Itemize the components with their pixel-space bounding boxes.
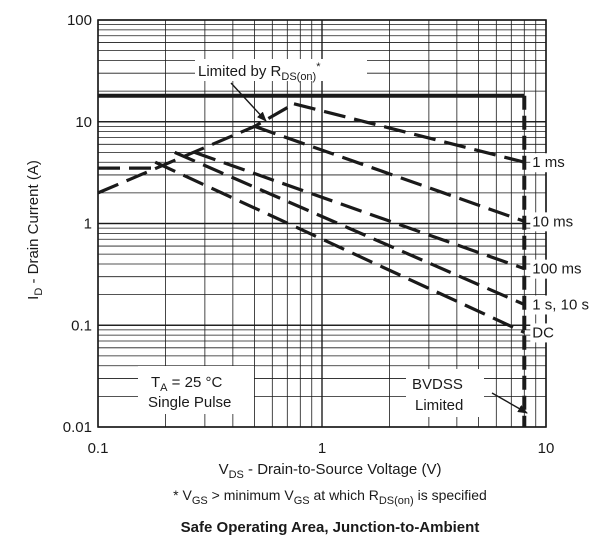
soa-curve <box>293 102 525 164</box>
y-tick-label: 0.1 <box>71 317 92 334</box>
y-tick-label: 100 <box>67 12 92 29</box>
y-tick-label: 1 <box>84 216 92 233</box>
soa-curve <box>194 150 525 271</box>
x-axis-title: VDS - Drain-to-Source Voltage (V) <box>219 461 442 481</box>
series-label-bg <box>530 153 567 173</box>
series-label-bg <box>530 295 591 315</box>
x-tick-label: 10 <box>538 440 555 457</box>
series-label-bg <box>530 323 557 343</box>
soa-curves <box>97 102 525 334</box>
bvdss-annotation: BVDSS <box>412 376 463 393</box>
bvdss-annotation-2: Limited <box>415 397 463 414</box>
rdson-annotation: Limited by RDS(on)* <box>198 61 321 83</box>
y-tick-label: 10 <box>75 114 92 131</box>
series-label-bg <box>530 212 576 232</box>
series-label: 1 ms <box>532 154 565 171</box>
x-tick-label: 0.1 <box>88 440 109 457</box>
soa-curve <box>174 150 525 306</box>
y-axis-title: ID - Drain Current (A) <box>25 160 45 300</box>
bvdss-label-bg <box>406 369 484 417</box>
ta-annotation: TA = 25 °C <box>151 374 222 394</box>
footnote: * VGS > minimum VGS at which RDS(on) is … <box>173 487 487 507</box>
series-label: 100 ms <box>532 261 581 278</box>
soa-curve <box>154 160 525 334</box>
chart-caption: Safe Operating Area, Junction-to-Ambient <box>181 519 480 536</box>
series-labels: 1 ms 10 ms 100 ms 1 s, 10 s DC <box>530 153 591 343</box>
pulse-annotation: Single Pulse <box>148 394 231 411</box>
condition-label-bg <box>138 366 254 414</box>
series-label-bg <box>530 259 584 279</box>
grid-lines <box>97 19 547 428</box>
rdson-arrow <box>230 82 267 122</box>
rdson-label-bg <box>195 59 367 81</box>
series-label: DC <box>532 324 554 341</box>
series-label: 1 s, 10 s <box>532 296 589 313</box>
x-tick-label: 1 <box>318 440 326 457</box>
bvdss-arrow <box>491 392 528 414</box>
y-tick-label: 0.01 <box>63 419 92 436</box>
series-label: 10 ms <box>532 213 573 230</box>
soa-curve <box>254 124 525 223</box>
soa-curve <box>97 102 295 195</box>
